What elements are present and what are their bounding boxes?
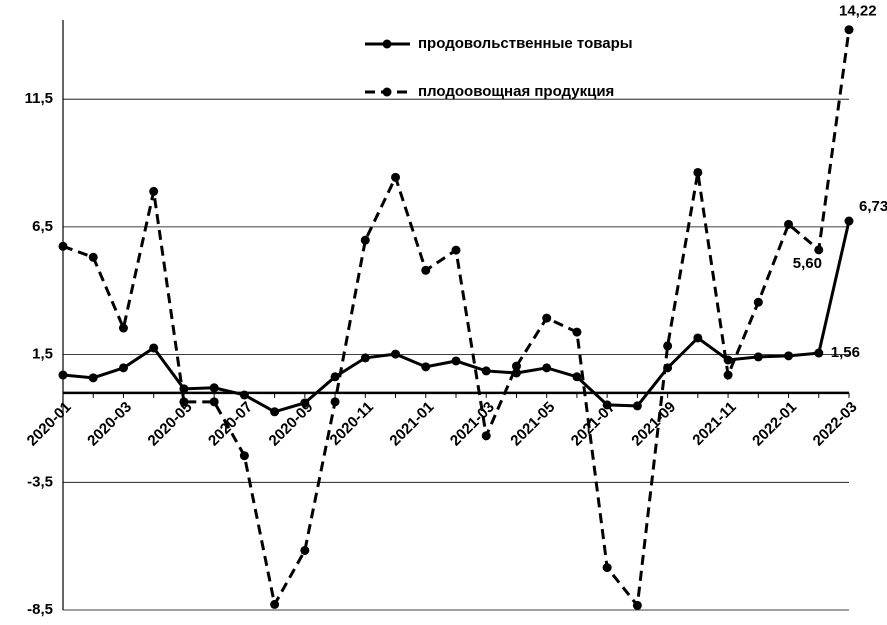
- point: [421, 362, 431, 372]
- point: [723, 370, 733, 380]
- legend-marker: [382, 87, 392, 97]
- point: [632, 600, 642, 610]
- point: [632, 401, 642, 411]
- point: [572, 372, 582, 382]
- x-tick-label: 2021-11: [689, 399, 739, 449]
- point: [572, 327, 582, 337]
- legend-label: плодоовощная продукция: [418, 83, 614, 100]
- point: [360, 353, 370, 363]
- point: [753, 297, 763, 307]
- point: [209, 397, 219, 407]
- point: [58, 370, 68, 380]
- point: [209, 383, 219, 393]
- point: [511, 361, 521, 371]
- point: [542, 313, 552, 323]
- y-tick-label: 11,5: [25, 90, 53, 107]
- point: [421, 265, 431, 275]
- point: [511, 368, 521, 378]
- point: [118, 363, 128, 373]
- series-line: [62, 29, 851, 610]
- point: [451, 245, 461, 255]
- point: [149, 343, 159, 353]
- y-tick-label: -8,5: [27, 601, 53, 618]
- point: [753, 352, 763, 362]
- legend-marker: [382, 39, 392, 49]
- x-tick-label: 2020-05: [145, 399, 196, 450]
- point: [300, 398, 310, 408]
- point: [300, 545, 310, 555]
- value-label: 6,73: [859, 198, 887, 215]
- point: [88, 252, 98, 262]
- point: [179, 397, 189, 407]
- x-tick-label: 2020-07: [205, 399, 256, 450]
- point: [542, 363, 552, 373]
- point: [149, 186, 159, 196]
- point: [88, 373, 98, 383]
- point: [844, 25, 854, 35]
- x-tick-label: 2020-03: [84, 399, 135, 450]
- point: [270, 407, 280, 417]
- x-tick-label: 2022-03: [810, 399, 861, 450]
- y-tick-label: -3,5: [27, 473, 53, 490]
- x-tick-label: 2021-01: [386, 399, 437, 450]
- point: [602, 400, 612, 410]
- point: [270, 599, 280, 609]
- x-tick-label: 2022-01: [749, 399, 800, 450]
- value-label: 14,22: [839, 3, 877, 20]
- x-tick-label: 2021-05: [507, 399, 558, 450]
- point: [784, 351, 794, 361]
- point: [330, 372, 340, 382]
- y-tick-label: 6,5: [32, 218, 53, 235]
- point: [451, 356, 461, 366]
- point: [844, 216, 854, 226]
- point: [481, 431, 491, 441]
- point: [693, 333, 703, 343]
- point: [481, 366, 491, 376]
- point: [330, 397, 340, 407]
- x-tick-label: 2021-03: [447, 399, 498, 450]
- point: [391, 172, 401, 182]
- point: [784, 219, 794, 229]
- point: [663, 341, 673, 351]
- point: [693, 167, 703, 177]
- point: [391, 349, 401, 359]
- value-label: 5,60: [793, 255, 822, 272]
- point: [814, 245, 824, 255]
- point: [360, 235, 370, 245]
- point: [58, 241, 68, 251]
- point: [602, 563, 612, 573]
- x-tick-label: 2020-01: [24, 399, 75, 450]
- point: [239, 390, 249, 400]
- point: [814, 348, 824, 358]
- point: [239, 451, 249, 461]
- value-label: 1,56: [831, 344, 860, 361]
- y-tick-label: 1,5: [32, 346, 53, 363]
- point: [118, 323, 128, 333]
- legend-label: продовольственные товары: [418, 35, 633, 52]
